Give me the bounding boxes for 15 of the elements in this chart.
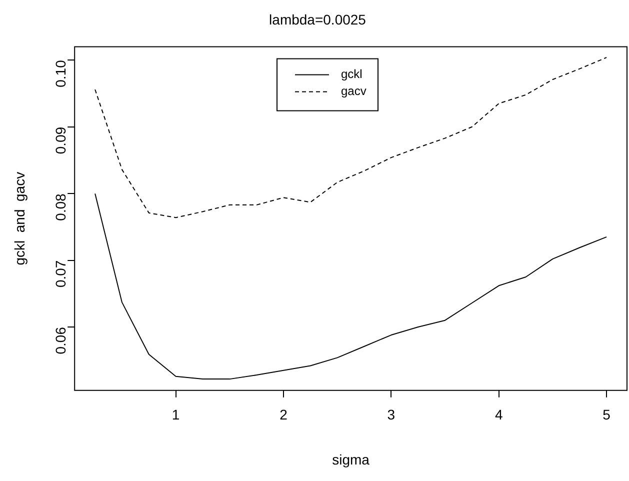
x-tick-label: 5	[602, 406, 611, 423]
y-axis-title: gckl and gacv	[11, 172, 28, 266]
x-tick-label: 1	[172, 406, 180, 423]
y-tick-label: 0.06	[52, 326, 68, 354]
x-tick-label: 3	[387, 406, 396, 423]
y-tick-label: 0.08	[52, 193, 68, 221]
legend-label: gacv	[341, 84, 366, 98]
y-tick-label: 0.09	[52, 126, 68, 154]
x-tick-label: 2	[280, 406, 288, 423]
x-tick-label: 4	[494, 406, 503, 423]
x-axis-title: sigma	[332, 451, 370, 468]
y-tick-label: 0.10	[52, 60, 68, 88]
legend-label: gckl	[341, 67, 362, 82]
chart-title: lambda=0.0025	[269, 11, 366, 28]
y-tick-label: 0.07	[52, 260, 68, 288]
